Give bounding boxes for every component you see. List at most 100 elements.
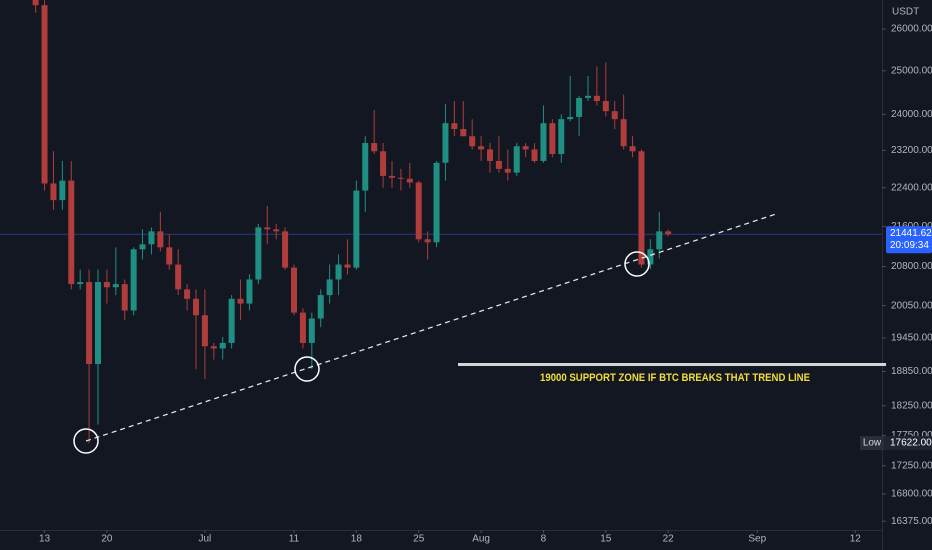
x-tick-label: Jul [199,534,212,545]
y-tick-label: 26000.00 [891,24,932,35]
candle-body [585,95,591,98]
candles [32,0,672,444]
x-tick-label: Sep [748,534,766,545]
candle-body [228,298,235,343]
candle-body [255,227,262,280]
candle-body [558,119,565,155]
candle-body [86,282,93,365]
candle-body [433,162,440,243]
candle-body [148,231,155,245]
x-tick-label: 13 [39,534,51,545]
candle-body [112,284,119,288]
candle-body [237,298,244,304]
y-tick-label: 18850.00 [891,366,932,377]
x-tick-label: 25 [413,534,425,545]
candle-body [193,298,199,316]
candle-body [478,146,485,150]
candle-body [41,5,48,184]
low-tag-label: Low [863,438,882,449]
candle-body [424,239,431,243]
candle-body [68,180,75,285]
countdown-label: 20:09:34 [890,240,929,251]
low-tag-box [860,436,884,451]
candle-body [282,231,289,268]
y-tick-label: 20050.00 [891,300,932,311]
candle-body [602,101,609,112]
candle-body [460,129,467,137]
y-tick-label: 18250.00 [891,400,932,411]
candle-body [32,0,39,6]
candle-body [415,182,422,240]
candle-body [380,151,387,176]
y-tick-label: 16375.00 [891,516,932,527]
candle-body [291,267,297,313]
y-tick-label: 25000.00 [891,65,932,76]
candle-body [326,279,333,296]
candle-body [95,282,101,365]
candle-body [103,282,110,288]
candle-body [397,177,404,179]
candle-body [451,123,458,130]
y-tick-label: 23200.00 [891,145,932,156]
x-tick-label: 18 [351,534,363,545]
candle-body [540,123,547,161]
candle-body [629,146,636,152]
last-price-box [886,226,932,254]
candle-body [335,264,342,280]
annotation: 19000 SUPPORT ZONE IF BTC BREAKS THAT TR… [540,372,810,384]
y-tick-label: 19450.00 [891,333,932,344]
trend-line [85,213,777,442]
y-tick-label: 17250.00 [891,460,932,471]
candle-body [593,95,600,102]
candle-body [121,284,128,311]
x-tick-label: 22 [663,534,675,545]
candle-body [611,111,618,120]
candle-body [50,183,57,201]
candle-body [299,312,306,343]
low-value-box [884,436,932,451]
y-tick-label: 16800.00 [891,489,932,500]
candle-body [513,146,520,173]
candle-body [487,149,493,161]
candle-body [362,143,369,191]
candle-body [495,160,502,169]
candle-body [59,180,66,201]
candle-body [406,178,413,183]
x-tick-label: 11 [289,534,300,545]
price-axis-unit: USDT [892,7,919,18]
candle-body [246,279,253,304]
candle-body [157,231,164,248]
circle-marker [73,428,99,454]
y-tick-label: 17750.00 [891,430,932,441]
candle-body [371,143,378,152]
candle-body [531,149,538,161]
candle-body [184,289,191,299]
y-tick-label: 20800.00 [891,261,932,272]
x-tick-label: Aug [472,534,490,545]
circle-marker [294,356,320,382]
candle-body [576,97,583,117]
candle-body [353,190,360,268]
axes: 26000.00 25000.00 24000.00 23200.00 22400.00… [39,24,932,545]
candle-body [389,175,395,178]
candle-body [308,318,315,343]
candle-body [130,249,137,311]
candle-body [166,247,173,265]
y-tick-label: 22400.00 [891,182,932,193]
candle-body [273,229,280,232]
candle-body [665,231,672,235]
candle-body [522,146,529,150]
x-tick-label: 15 [600,534,612,545]
candle-body [469,136,476,147]
candle-body [656,231,663,250]
candle-body [620,119,627,147]
candle-body [77,282,84,285]
candle-body [504,168,511,173]
last-price-label: 21441.62 [890,228,932,239]
candle-body [264,227,271,230]
candle-body [442,123,449,163]
candle-body [219,342,226,349]
x-tick-label: 12 [850,534,862,545]
